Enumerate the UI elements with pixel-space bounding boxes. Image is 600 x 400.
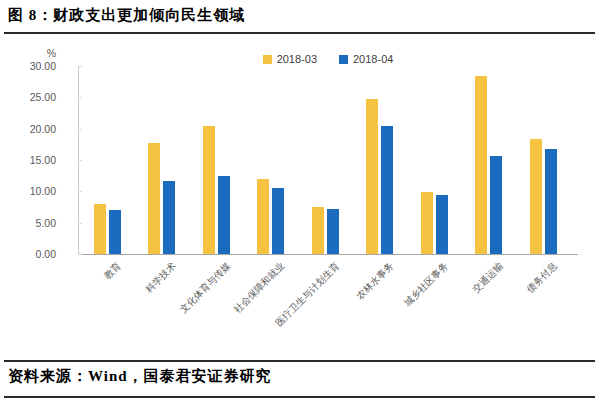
y-tick-mark	[78, 223, 82, 224]
y-tick-label: 5.00	[16, 217, 56, 229]
bar-2018-04	[109, 210, 121, 254]
legend-swatch-2018-04	[339, 55, 348, 64]
bar-2018-03	[475, 76, 487, 254]
bar-2018-03	[203, 126, 215, 254]
x-tick-label: 科学技术	[143, 260, 179, 296]
x-tick-label: 文化体育与传媒	[177, 260, 233, 316]
x-tick-label: 社会保障和就业	[231, 260, 287, 316]
y-tick-mark	[78, 191, 82, 192]
bar-2018-04	[436, 195, 448, 254]
bar-2018-03	[94, 204, 106, 254]
bar-2018-03	[530, 139, 542, 254]
x-tick-label: 农林水事务	[354, 260, 397, 303]
source-divider	[4, 360, 595, 362]
y-tick-mark	[78, 160, 82, 161]
y-tick-label: 30.00	[16, 60, 56, 72]
bar-2018-04	[545, 149, 557, 254]
source-note: 资料来源：Wind，国泰君安证券研究	[8, 367, 272, 386]
legend-item: 2018-03	[263, 53, 317, 65]
bottom-divider	[4, 396, 595, 398]
bar-chart: 2018-03 2018-04 %30.00 25.00 20.00 15.00 10.0…	[0, 0, 600, 400]
x-axis-line	[78, 254, 578, 255]
bar-2018-04	[163, 181, 175, 254]
y-tick-label: 25.00	[16, 91, 56, 103]
y-tick-label: 15.00	[16, 154, 56, 166]
x-tick-label: 债务付息	[524, 260, 560, 296]
y-tick-mark	[78, 254, 82, 255]
x-tick-label: 交通运输	[470, 260, 506, 296]
bar-2018-03	[312, 207, 324, 254]
bar-2018-04	[327, 209, 339, 254]
bar-2018-03	[366, 99, 378, 254]
x-tick-label: 城乡社区事务	[402, 260, 451, 309]
bar-2018-04	[490, 156, 502, 254]
x-tick-label: 教育	[102, 260, 125, 283]
legend-label: 2018-03	[277, 53, 317, 65]
y-axis-unit-label: %	[16, 47, 56, 59]
bar-2018-03	[257, 179, 269, 254]
y-tick-mark	[78, 129, 82, 130]
bar-2018-03	[421, 192, 433, 254]
bar-2018-04	[381, 126, 393, 254]
y-tick-mark	[78, 97, 82, 98]
y-tick-mark	[78, 66, 82, 67]
legend-item: 2018-04	[339, 53, 393, 65]
y-tick-label: 10.00	[16, 185, 56, 197]
bar-2018-04	[218, 176, 230, 254]
bar-2018-03	[148, 143, 160, 254]
report-figure: 图 8：财政支出更加倾向民生领域 2018-032018-04 %30.0025…	[0, 0, 600, 400]
chart-legend: 2018-03 2018-04	[78, 53, 578, 65]
bar-2018-04	[272, 188, 284, 254]
legend-swatch-2018-03	[263, 55, 272, 64]
legend-label: 2018-04	[353, 53, 393, 65]
y-tick-label: 0.00	[16, 248, 56, 260]
y-tick-label: 20.00	[16, 123, 56, 135]
